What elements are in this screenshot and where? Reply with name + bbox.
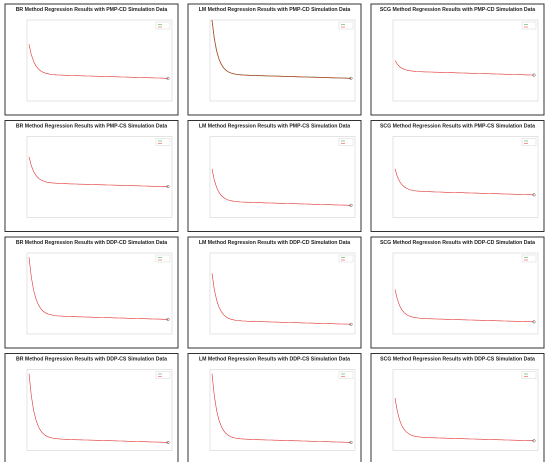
curve [211, 273, 352, 325]
panel-title: BR Method Regression Results with PMP-CD… [16, 7, 168, 13]
legend [521, 138, 537, 146]
panel-title: LM Method Regression Results with PMP-CS… [199, 124, 350, 130]
panel-title: SCG Method Regression Results with DDP-C… [380, 357, 535, 363]
plot-area [26, 136, 173, 218]
plot-area [209, 136, 356, 218]
plot-area [209, 252, 356, 335]
panel-title: LM Method Regression Results with DDP-CS… [199, 357, 350, 363]
curve [28, 257, 168, 320]
plot-area [392, 19, 539, 102]
end-marker [532, 439, 536, 443]
end-marker [532, 73, 536, 77]
curve [28, 373, 169, 443]
curve [394, 289, 534, 323]
panel-title: BR Method Regression Results with DDP-CS… [16, 357, 167, 363]
panel-title: LM Method Regression Results with DDP-CD… [199, 240, 350, 246]
panel-border [4, 353, 179, 462]
panel-title: BR Method Regression Results with DDP-CD… [16, 240, 167, 246]
end-marker [349, 440, 353, 444]
panel: BR Method Regression Results with DDP-CD… [4, 236, 179, 349]
end-marker [166, 317, 170, 321]
panel-border [187, 3, 362, 116]
panel-title: BR Method Regression Results with PMP-CS… [16, 124, 167, 130]
end-marker [349, 203, 353, 207]
panel-border [370, 120, 545, 232]
curve [28, 44, 168, 79]
legend [155, 254, 171, 263]
curve [394, 397, 535, 442]
panel: SCG Method Regression Results with PMP-C… [370, 120, 545, 232]
legend [521, 21, 537, 30]
panel-title: SCG Method Regression Results with PMP-C… [380, 7, 535, 13]
legend [521, 254, 537, 263]
panel-border [370, 353, 545, 462]
panel-border [4, 3, 179, 116]
panel-title: SCG Method Regression Results with DDP-C… [380, 240, 535, 246]
curve [394, 168, 534, 196]
plot-area [209, 19, 356, 102]
curve [211, 19, 351, 79]
panel-border [4, 120, 179, 232]
legend [338, 254, 354, 263]
legend [155, 21, 171, 30]
panel: SCG Method Regression Results with DDP-C… [370, 353, 545, 462]
panel: BR Method Regression Results with PMP-CS… [4, 120, 179, 232]
curve [211, 168, 351, 206]
legend [338, 371, 354, 379]
panel-border [187, 120, 362, 232]
curve [211, 373, 352, 443]
panel: SCG Method Regression Results with DDP-C… [370, 236, 545, 349]
end-marker [532, 320, 536, 324]
end-marker [166, 76, 170, 80]
plot-area [26, 252, 173, 335]
panel-border [370, 3, 545, 116]
end-marker [166, 440, 170, 444]
plot-area [392, 136, 539, 218]
panel-title: LM Method Regression Results with PMP-CD… [199, 7, 351, 13]
plot-area [392, 369, 539, 451]
panel-title: SCG Method Regression Results with PMP-C… [380, 124, 535, 130]
panel: BR Method Regression Results with DDP-CS… [4, 353, 179, 462]
panel-border [187, 236, 362, 349]
plot-area [26, 19, 173, 102]
plot-area [392, 252, 539, 335]
legend [338, 138, 354, 146]
panel-border [187, 353, 362, 462]
panel: LM Method Regression Results with PMP-CS… [187, 120, 362, 232]
legend [155, 371, 171, 379]
panel: SCG Method Regression Results with PMP-C… [370, 3, 545, 116]
curve [394, 60, 535, 76]
legend [155, 138, 171, 146]
panel: LM Method Regression Results with DDP-CS… [187, 353, 362, 462]
end-marker [349, 76, 353, 80]
panel-border [370, 236, 545, 349]
legend [521, 371, 537, 379]
end-marker [532, 193, 536, 197]
plot-area [26, 369, 173, 451]
panel: LM Method Regression Results with DDP-CD… [187, 236, 362, 349]
panel: LM Method Regression Results with PMP-CD… [187, 3, 362, 116]
panel-border [4, 236, 179, 349]
plot-area [209, 369, 356, 451]
panel: BR Method Regression Results with PMP-CD… [4, 3, 179, 116]
end-marker [349, 322, 353, 326]
end-marker [166, 185, 170, 189]
curve [28, 156, 168, 187]
legend [338, 21, 354, 30]
